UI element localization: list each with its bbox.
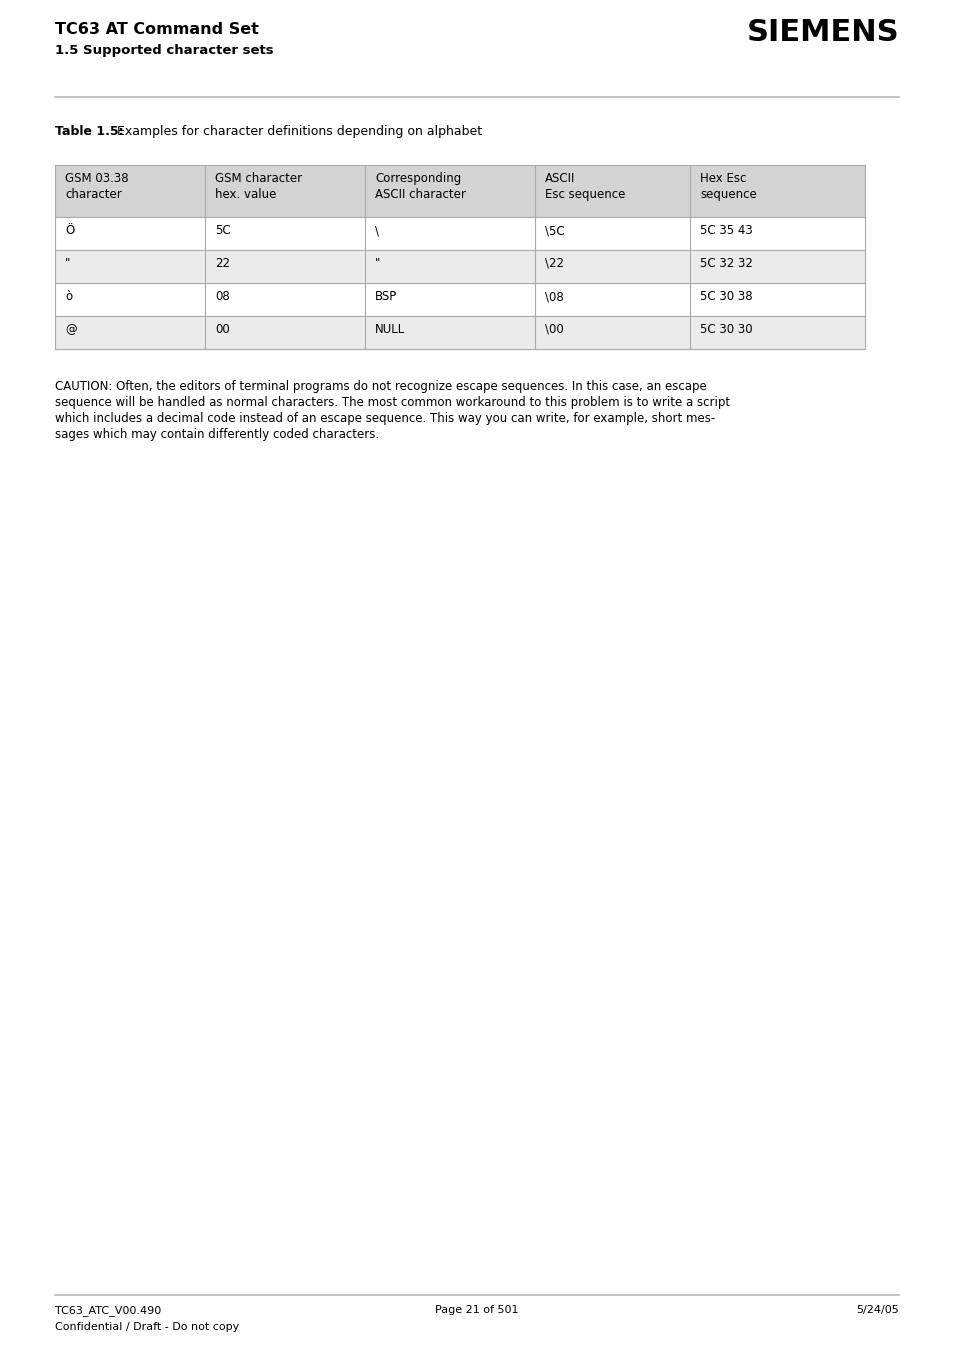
Text: ": " <box>65 257 71 270</box>
Text: Corresponding: Corresponding <box>375 172 460 185</box>
Text: character: character <box>65 188 122 201</box>
Text: Esc sequence: Esc sequence <box>544 188 625 201</box>
Text: NULL: NULL <box>375 323 405 336</box>
Text: 5/24/05: 5/24/05 <box>856 1305 898 1315</box>
Text: 00: 00 <box>214 323 230 336</box>
Text: 5C 32 32: 5C 32 32 <box>700 257 752 270</box>
Bar <box>55 282 864 316</box>
Text: ASCII: ASCII <box>544 172 575 185</box>
Text: SIEMENS: SIEMENS <box>745 18 898 47</box>
Text: Page 21 of 501: Page 21 of 501 <box>435 1305 518 1315</box>
Text: \08: \08 <box>544 290 563 303</box>
Text: TC63 AT Command Set: TC63 AT Command Set <box>55 22 258 36</box>
Text: 5C: 5C <box>214 224 231 236</box>
Text: 1.5 Supported character sets: 1.5 Supported character sets <box>55 45 274 57</box>
Text: GSM 03.38: GSM 03.38 <box>65 172 129 185</box>
Text: 5C 30 38: 5C 30 38 <box>700 290 752 303</box>
Text: 5C 30 30: 5C 30 30 <box>700 323 752 336</box>
Text: 08: 08 <box>214 290 230 303</box>
Text: BSP: BSP <box>375 290 396 303</box>
Bar <box>55 316 864 349</box>
Bar <box>55 165 864 218</box>
Text: \: \ <box>375 224 378 236</box>
Bar <box>55 165 864 349</box>
Text: sequence: sequence <box>700 188 756 201</box>
Text: CAUTION: Often, the editors of terminal programs do not recognize escape sequenc: CAUTION: Often, the editors of terminal … <box>55 380 706 393</box>
Text: ASCII character: ASCII character <box>375 188 465 201</box>
Text: hex. value: hex. value <box>214 188 276 201</box>
Text: Hex Esc: Hex Esc <box>700 172 745 185</box>
Text: sages which may contain differently coded characters.: sages which may contain differently code… <box>55 428 378 440</box>
Text: ò: ò <box>65 290 72 303</box>
Text: Table 1.5:: Table 1.5: <box>55 126 124 138</box>
Text: Examples for character definitions depending on alphabet: Examples for character definitions depen… <box>117 126 481 138</box>
Text: TC63_ATC_V00.490: TC63_ATC_V00.490 <box>55 1305 161 1316</box>
Text: 5C 35 43: 5C 35 43 <box>700 224 752 236</box>
Text: sequence will be handled as normal characters. The most common workaround to thi: sequence will be handled as normal chara… <box>55 396 729 409</box>
Text: which includes a decimal code instead of an escape sequence. This way you can wr: which includes a decimal code instead of… <box>55 412 715 426</box>
Text: Confidential / Draft - Do not copy: Confidential / Draft - Do not copy <box>55 1323 239 1332</box>
Text: 22: 22 <box>214 257 230 270</box>
Bar <box>55 218 864 250</box>
Text: \22: \22 <box>544 257 563 270</box>
Text: Ö: Ö <box>65 224 74 236</box>
Text: \00: \00 <box>544 323 563 336</box>
Text: ": " <box>375 257 380 270</box>
Bar <box>55 250 864 282</box>
Text: @: @ <box>65 323 76 336</box>
Text: GSM character: GSM character <box>214 172 302 185</box>
Text: \5C: \5C <box>544 224 564 236</box>
